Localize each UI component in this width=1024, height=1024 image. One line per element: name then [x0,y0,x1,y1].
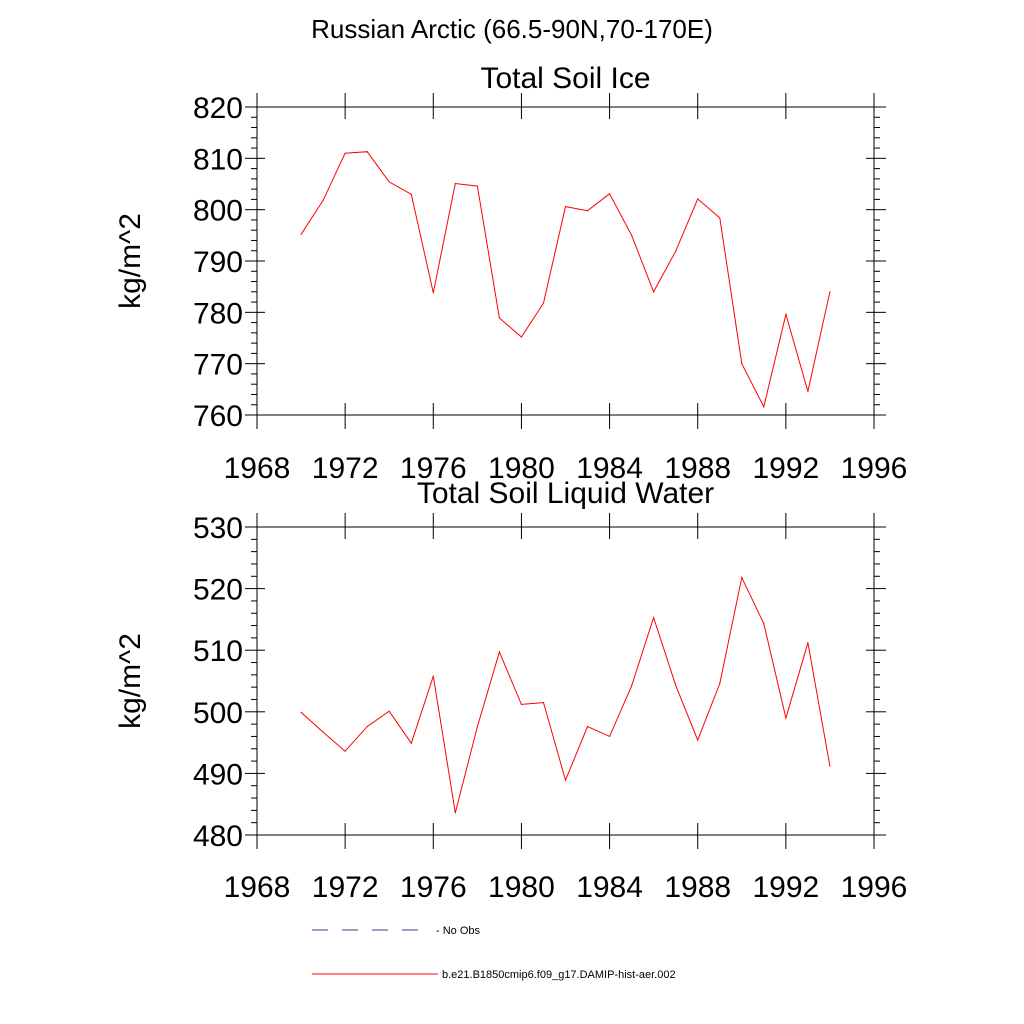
data-point [388,181,390,183]
data-point [653,617,655,619]
y-tick-label: 770 [193,349,243,382]
plot-frame [256,526,875,836]
data-point [719,682,721,685]
y-tick-label: 790 [193,246,243,279]
data-point [807,390,809,392]
panel-total-soil-ice: 1968 1972 1976 1980 1984 1988 1992 1996 760 770 78… [114,62,907,485]
data-point [564,206,567,208]
data-point [454,812,456,814]
data-point [675,684,677,686]
data-point [410,742,412,744]
data-point [476,726,478,728]
data-point [498,317,500,319]
data-point [388,710,390,712]
y-tick-label: 520 [193,574,243,607]
data-point [719,217,721,219]
data-point [520,336,523,338]
x-tick-label: 1972 [312,871,379,904]
data-point [697,198,699,200]
data-point [763,623,765,625]
x-tick-label: 1988 [664,452,731,485]
y-axis-label: kg/m^2 [114,633,147,729]
data-point [454,182,456,185]
data-point [675,250,677,252]
data-point [322,199,324,201]
legend: - No Obs b.e21.B1850cmip6.f09_g17.DAMIP-h… [312,925,676,981]
data-point [697,739,699,741]
data-point [366,726,368,728]
x-tick-label: 1988 [664,871,731,904]
y-axis-label: kg/m^2 [114,213,147,309]
y-tick-label: 510 [193,635,243,668]
data-point [300,233,302,235]
data-point [741,363,743,365]
data-point [322,731,324,733]
x-tick-label: 1992 [752,871,819,904]
data-point [586,726,589,728]
data-point [344,750,346,752]
x-tick-label: 1992 [752,452,819,485]
x-tick-label: 1984 [576,871,643,904]
data-point [498,651,500,653]
data-point [300,711,302,714]
data-point [366,151,368,153]
data-point [432,292,434,294]
data-point [586,210,589,212]
data-point [807,642,809,644]
y-tick-label: 760 [193,400,243,433]
data-point [829,291,831,293]
data-point [542,302,545,304]
data-point [520,703,523,706]
page-title: Russian Arctic (66.5-90N,70-170E) [311,14,713,44]
data-point [344,152,346,154]
data-point [476,185,478,187]
data-point [653,291,655,293]
x-tick-label: 1980 [488,452,555,485]
data-point [542,702,545,704]
y-tick-label: 500 [193,697,243,730]
x-tick-label: 1980 [488,871,555,904]
panel-total-soil-liquid-water: 1968 1972 1976 1980 1984 1988 1992 1996 480 490 50… [114,477,907,904]
x-tick-label: 1976 [400,452,467,485]
x-tick-label: 1984 [576,452,643,485]
y-tick-label: 820 [193,92,243,125]
data-point [564,779,567,781]
x-tick-label: 1972 [312,452,379,485]
data-point [785,717,787,719]
y-tick-label: 480 [193,820,243,853]
y-tick-label: 530 [193,512,243,545]
data-point [609,193,611,195]
x-tick-label: 1968 [224,871,291,904]
data-point [829,765,831,767]
x-tick-label: 1968 [224,452,291,485]
legend-label: - No Obs [436,925,481,937]
y-tick-label: 800 [193,195,243,228]
data-point [631,685,633,687]
series-line [300,151,831,409]
data-point [631,234,633,236]
data-point [609,735,611,738]
data-point [410,193,412,195]
x-tick-label: 1996 [841,871,908,904]
data-point [432,675,434,677]
x-tick-label: 1976 [400,871,467,904]
panel-title: Total Soil Ice [480,62,650,95]
data-point [785,313,787,315]
y-tick-label: 780 [193,297,243,330]
x-tick-label: 1996 [841,452,908,485]
series-line [300,575,831,813]
panel-title: Total Soil Liquid Water [417,477,714,510]
y-tick-label: 810 [193,143,243,176]
legend-label: b.e21.B1850cmip6.f09_g17.DAMIP-hist-aer.… [442,969,676,981]
data-point [741,576,743,579]
data-point [763,406,765,408]
y-tick-label: 490 [193,758,243,791]
